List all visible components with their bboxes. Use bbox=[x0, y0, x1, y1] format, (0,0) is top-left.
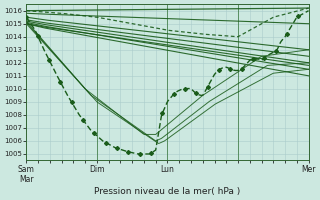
X-axis label: Pression niveau de la mer( hPa ): Pression niveau de la mer( hPa ) bbox=[94, 187, 241, 196]
